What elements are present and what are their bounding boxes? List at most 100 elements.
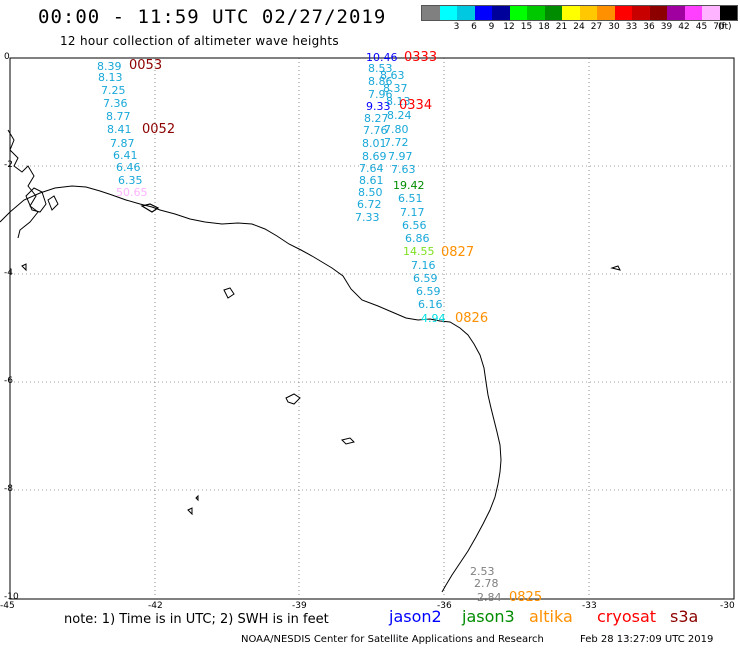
- swh-label-mid-a: 8.50: [358, 186, 383, 199]
- credit-line: NOAA/NESDIS Center for Satellite Applica…: [241, 634, 544, 645]
- swh-label-west: 6.35: [118, 174, 143, 187]
- swh-label-mid-b: 7.72: [384, 136, 409, 149]
- latitude-tick-label: -4: [4, 268, 13, 278]
- colorbar-tick-label: 24: [573, 22, 585, 32]
- colorbar-tick-label: 15: [520, 22, 533, 32]
- reservoir-4: [21, 263, 27, 272]
- swh-label-mid-b: 6.56: [402, 219, 427, 232]
- coastline: [0, 185, 502, 593]
- reservoir-2: [285, 393, 301, 405]
- swh-label-mid-b: 8.63: [380, 69, 405, 82]
- swh-label-mid-a: 6.72: [357, 198, 382, 211]
- legend-satellite: s3a: [670, 607, 699, 626]
- latitude-tick-label: -6: [4, 376, 13, 386]
- swh-label-mid-b: 4.94: [421, 312, 446, 325]
- latitude-tick-label: 0: [4, 52, 10, 62]
- colorbar-swatch: [492, 6, 510, 20]
- swh-label-west: 8.77: [106, 110, 131, 123]
- pass-time-label: 0827: [441, 245, 475, 260]
- swh-label-mid-a: 8.53: [368, 62, 393, 75]
- swh-label-mid-b: 6.86: [405, 232, 430, 245]
- colorbar-tick-label: 6: [471, 22, 477, 32]
- swh-label-west: 8.41: [107, 123, 132, 136]
- colorbar-swatch: [632, 6, 650, 20]
- swh-label-west: 8.13: [98, 71, 123, 84]
- swh-label-west: 7.36: [103, 97, 128, 110]
- latitude-tick-label: -10: [4, 592, 19, 602]
- longitude-tick-label: -39: [292, 601, 307, 611]
- swh-label-mid-a: 8.27: [364, 112, 389, 125]
- pass-time-label: 0333: [404, 50, 438, 65]
- colorbar-tick-label: 18: [538, 22, 550, 32]
- colorbar-swatch: [579, 6, 597, 20]
- swh-label-mid-b: 6.59: [416, 285, 441, 298]
- colorbar-unit-label: (ft): [718, 22, 732, 32]
- latitude-tick-label: -8: [4, 484, 13, 494]
- swh-label-mid-b: 7.97: [388, 150, 413, 163]
- bay-outline: [7, 129, 39, 239]
- pass-time-label: 0826: [455, 311, 489, 326]
- swh-label-mid-b: 7.63: [391, 163, 416, 176]
- colorbar-swatch: [597, 6, 615, 20]
- swh-label-mid-b: 19.42: [393, 179, 425, 192]
- footer-note: note: 1) Time is in UTC; 2) SWH is in fe…: [64, 612, 329, 627]
- longitude-tick-label: -45: [0, 601, 15, 611]
- colorbar-tick-label: 36: [643, 22, 655, 32]
- swh-label-mid-b: 7.80: [384, 123, 409, 136]
- graticule: [10, 58, 734, 598]
- swh-label-south: 2.84: [477, 591, 502, 604]
- swh-label-mid-a: 8.01: [362, 137, 387, 150]
- reservoir-5: [610, 265, 621, 271]
- colorbar-swatch: [684, 6, 702, 20]
- swh-label-west: 8.39: [97, 60, 122, 73]
- colorbar-swatch: [474, 6, 492, 20]
- map-frame: [9, 57, 735, 600]
- map-subtitle: 12 hour collection of altimeter wave hei…: [60, 34, 339, 48]
- swh-label-mid-b: 7.16: [411, 259, 436, 272]
- swh-label-mid-b: 8.37: [383, 82, 408, 95]
- swh-label-mid-a: 8.61: [359, 174, 384, 187]
- reservoir-7: [195, 494, 199, 502]
- wave-height-colorbar: [421, 5, 738, 21]
- map-title: 00:00 - 11:59 UTC 02/27/2019: [38, 6, 387, 28]
- swh-label-west: 7.87: [110, 137, 135, 150]
- colorbar-tick-label: 3: [453, 22, 460, 32]
- reservoir-6: [187, 507, 193, 516]
- swh-label-mid-a: 7.64: [359, 162, 384, 175]
- colorbar-tick-label: 39: [660, 22, 673, 32]
- swh-label-mid-a: 9.33: [366, 100, 391, 113]
- colorbar-tick-label: 27: [590, 22, 603, 32]
- colorbar-swatch: [439, 6, 457, 20]
- coastal-dunes: [140, 203, 160, 213]
- colorbar-tick-label: 45: [695, 22, 708, 32]
- colorbar-swatch: [702, 6, 720, 20]
- latitude-tick-label: -2: [4, 160, 13, 170]
- pass-time-label: 0825: [509, 590, 543, 605]
- colorbar-swatch: [719, 6, 737, 20]
- legend-satellite: jason3: [462, 607, 515, 626]
- colorbar-swatch: [544, 6, 562, 20]
- bay-islands: [25, 187, 59, 213]
- colorbar-tick-label: 33: [625, 22, 638, 32]
- generation-timestamp: Feb 28 13:27:09 UTC 2019: [580, 634, 714, 645]
- colorbar-tick-label: 12: [503, 22, 515, 32]
- swh-label-mid-b: 8.13: [386, 95, 411, 108]
- colorbar-swatch: [457, 6, 475, 20]
- swh-label-mid-b: 7.17: [400, 206, 425, 219]
- legend-satellite: altika: [529, 607, 573, 626]
- swh-label-south: 2.53: [470, 565, 495, 578]
- colorbar-tick-label: 30: [608, 22, 620, 32]
- legend-satellite: jason2: [389, 607, 442, 626]
- swh-label-mid-b: 6.51: [398, 192, 423, 205]
- swh-label-west: 7.25: [101, 84, 126, 97]
- longitude-tick-label: -36: [437, 601, 452, 611]
- colorbar-swatch: [422, 6, 440, 20]
- swh-label-mid-a: 7.96: [368, 88, 393, 101]
- colorbar-swatch: [667, 6, 685, 20]
- reservoir-1: [223, 287, 235, 299]
- colorbar-swatch: [614, 6, 632, 20]
- swh-label-mid-a: 10.46: [366, 51, 398, 64]
- pass-time-label: 0052: [142, 122, 176, 137]
- colorbar-tick-label: 42: [678, 22, 690, 32]
